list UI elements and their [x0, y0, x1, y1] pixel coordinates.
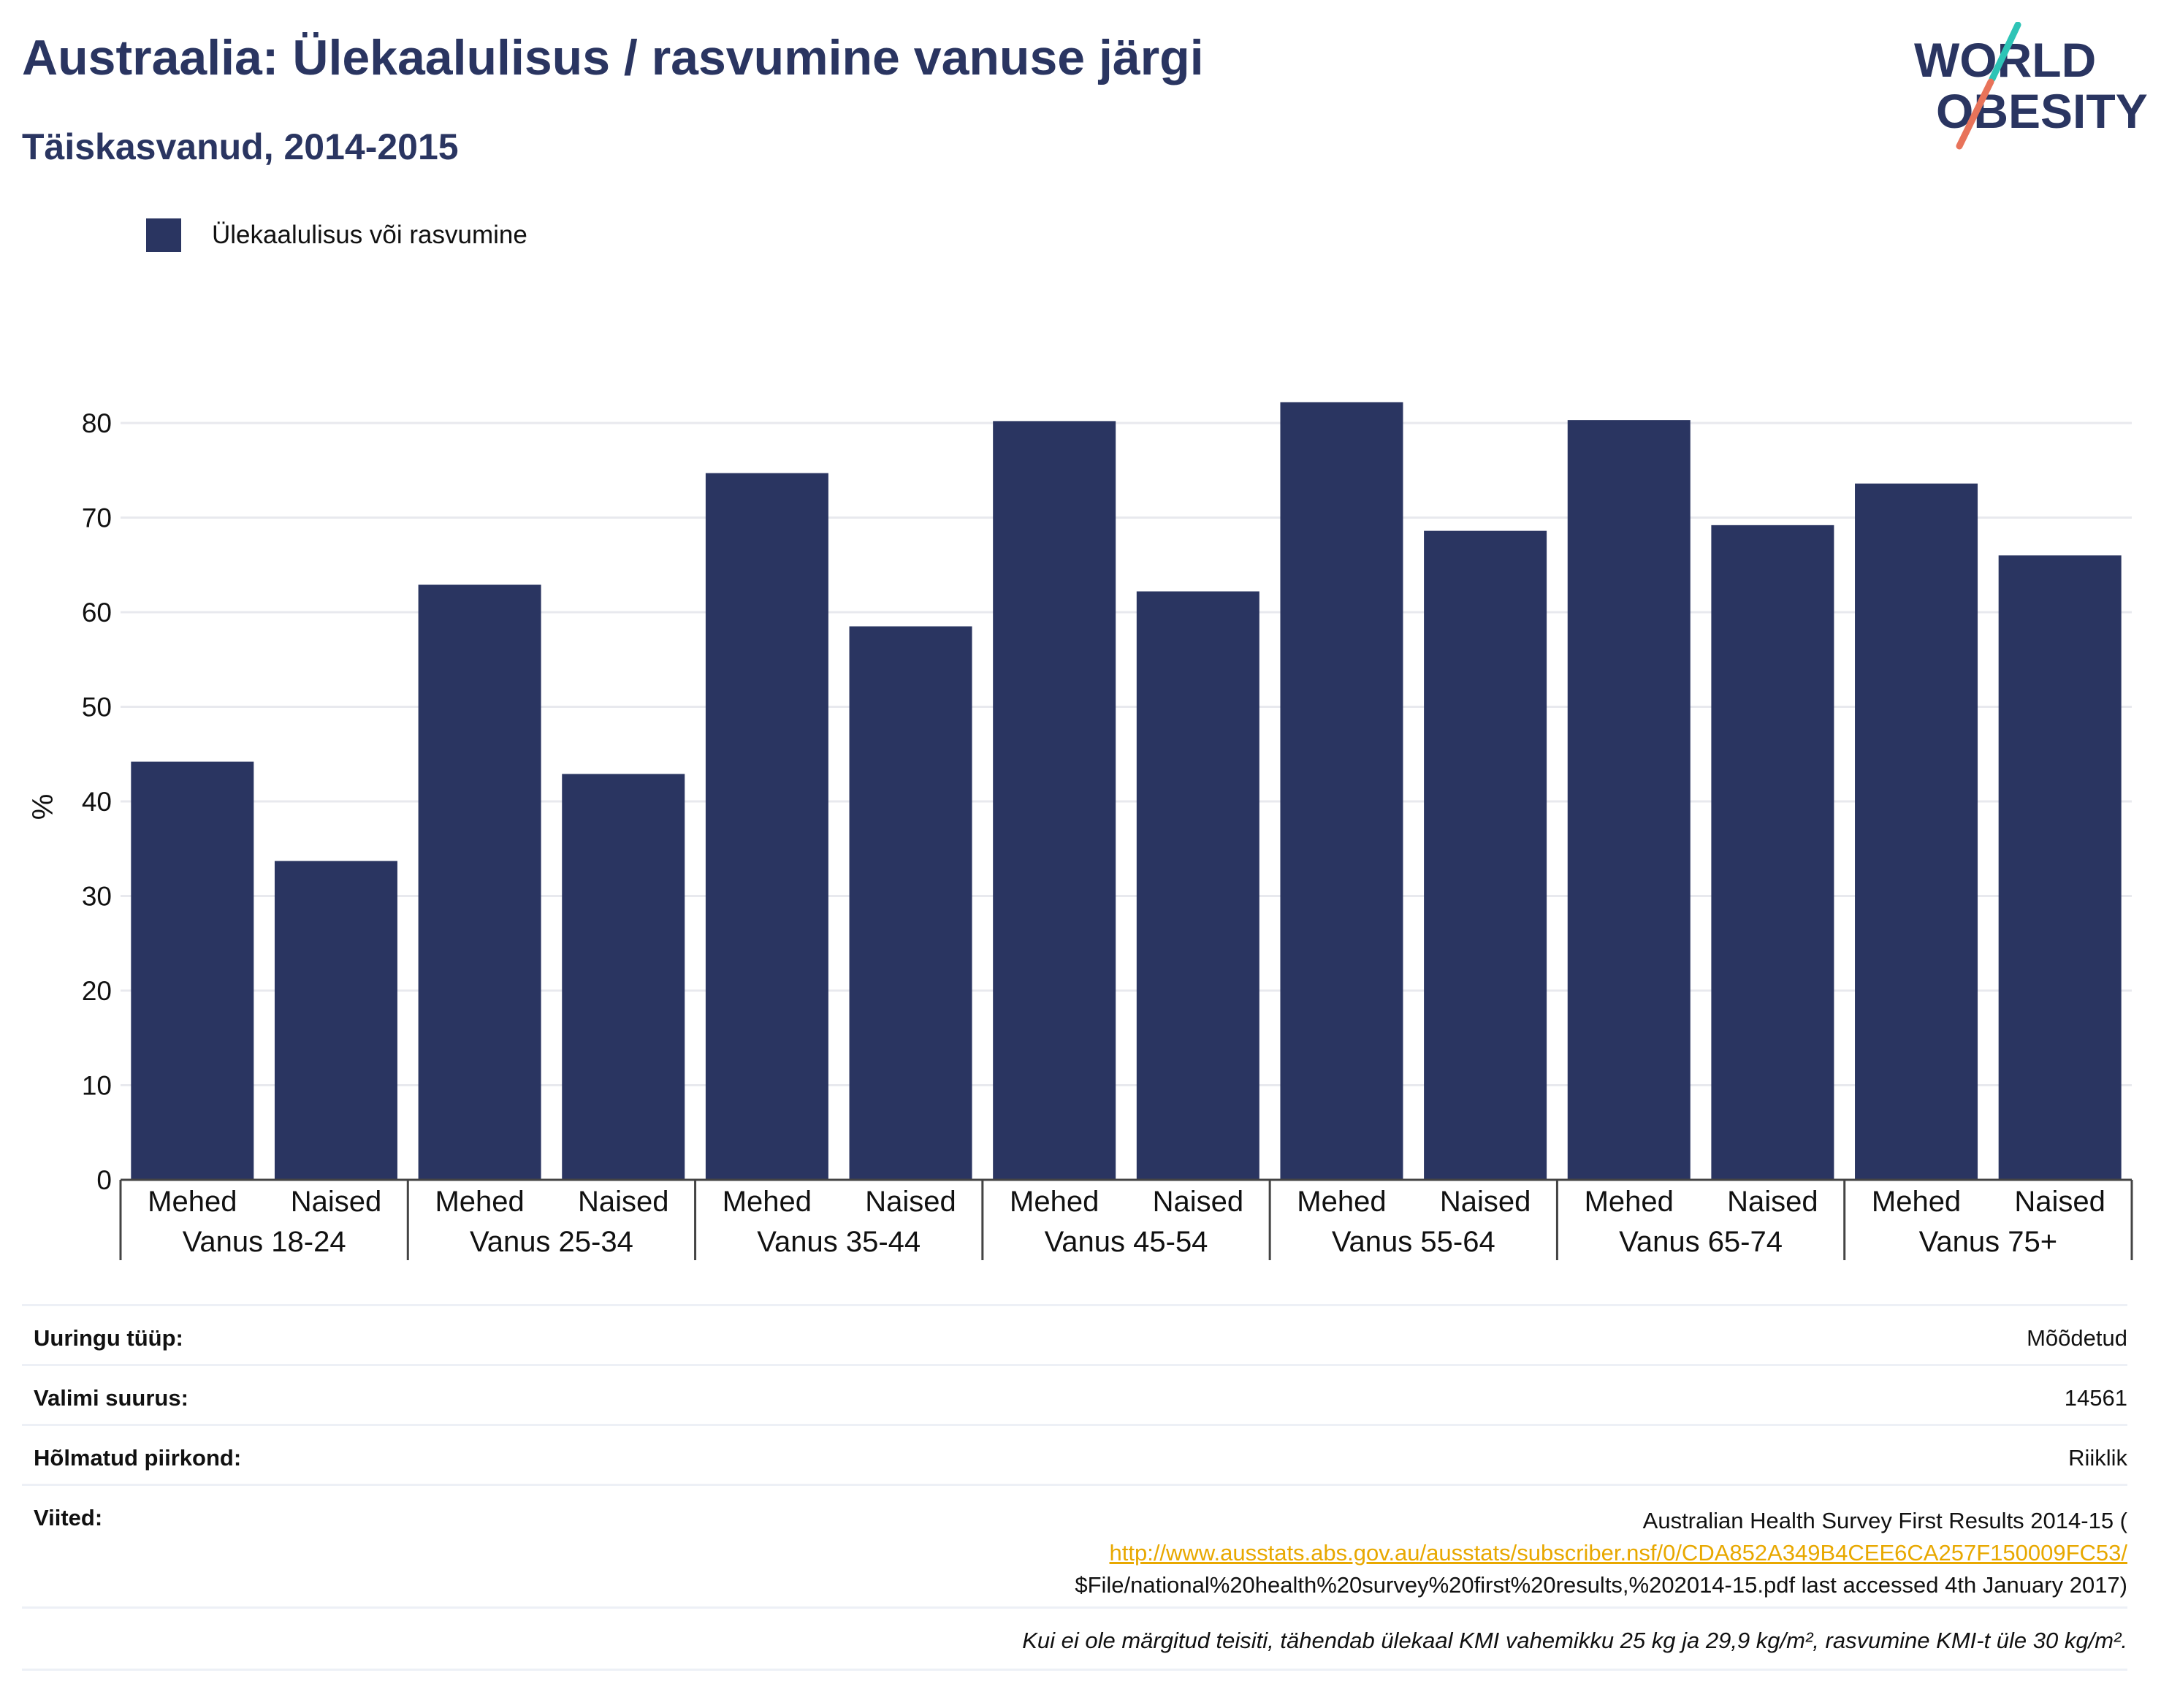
info-row-survey-type: Uuringu tüüp: Mõõdetud	[22, 1304, 2127, 1365]
bar	[1567, 420, 1691, 1180]
sample-size-label: Valimi suurus:	[34, 1385, 188, 1411]
bar	[1280, 402, 1403, 1180]
reference-line3: $File/national%20health%20survey%20first…	[1075, 1572, 2127, 1598]
survey-type-label: Uuringu tüüp:	[34, 1325, 183, 1351]
info-row-note: Kui ei ole märgitud teisiti, tähendab ül…	[22, 1606, 2127, 1671]
y-tick-label: 50	[82, 693, 112, 723]
y-tick-label: 70	[82, 503, 112, 533]
page-title: Austraalia: Ülekaalulisus / rasvumine va…	[22, 30, 1204, 85]
info-row-references: Viited: Australian Health Survey First R…	[22, 1484, 2127, 1609]
chart-legend: Ülekaalulisus või rasvumine	[146, 216, 527, 254]
group-label: Vanus 45-54	[1045, 1226, 1208, 1258]
logo-slash-coral	[1956, 78, 1994, 150]
reference-line1: Australian Health Survey First Results 2…	[1642, 1508, 2127, 1533]
group-label: Vanus 25-34	[470, 1226, 633, 1258]
x-tick-label: Naised	[1440, 1186, 1531, 1218]
area-label: Hõlmatud piirkond:	[34, 1445, 242, 1471]
y-axis-label: %	[27, 794, 59, 820]
bar	[131, 761, 254, 1180]
bar	[1424, 530, 1547, 1180]
bar	[849, 626, 972, 1180]
x-tick-label: Mehed	[1010, 1186, 1099, 1218]
y-tick-label: 30	[82, 882, 112, 912]
group-label: Vanus 18-24	[183, 1226, 346, 1258]
logo-slash-teal	[1989, 22, 2021, 83]
bar	[274, 861, 397, 1180]
bar	[705, 473, 828, 1180]
definition-note: Kui ei ole märgitud teisiti, tähendab ül…	[1022, 1628, 2127, 1653]
y-tick-label: 20	[82, 976, 112, 1006]
y-tick-label: 10	[82, 1071, 112, 1101]
x-tick-label: Naised	[291, 1186, 382, 1218]
group-label: Vanus 35-44	[757, 1226, 921, 1258]
x-tick-label: Mehed	[148, 1186, 237, 1218]
references-value: Australian Health Survey First Results 2…	[1075, 1505, 2127, 1601]
y-tick-label: 0	[96, 1165, 112, 1195]
x-tick-label: Mehed	[723, 1186, 812, 1218]
x-tick-label: Naised	[865, 1186, 956, 1218]
bar	[1711, 525, 1834, 1180]
reference-link[interactable]: http://www.ausstats.abs.gov.au/ausstats/…	[1109, 1540, 2128, 1566]
legend-swatch	[146, 218, 181, 252]
y-tick-label: 60	[82, 598, 112, 628]
bar	[993, 421, 1116, 1181]
world-obesity-logo: WORLD OBESITY	[1914, 22, 2148, 150]
group-label: Vanus 65-74	[1619, 1226, 1783, 1258]
x-tick-label: Naised	[1727, 1186, 1818, 1218]
logo-line1: WORLD	[1914, 33, 2096, 87]
x-tick-label: Naised	[578, 1186, 669, 1218]
area-value: Riiklik	[2068, 1445, 2127, 1471]
references-label: Viited:	[34, 1505, 103, 1530]
y-tick-label: 80	[82, 408, 112, 438]
info-row-area: Hõlmatud piirkond: Riiklik	[22, 1424, 2127, 1484]
bar	[418, 584, 541, 1180]
x-tick-label: Mehed	[1872, 1186, 1961, 1218]
y-tick-label: 40	[82, 787, 112, 817]
sample-size-value: 14561	[2064, 1385, 2127, 1411]
page-subtitle: Täiskasvanud, 2014-2015	[22, 126, 459, 167]
x-tick-label: Naised	[1153, 1186, 1244, 1218]
survey-type-value: Mõõdetud	[2027, 1325, 2127, 1351]
group-label: Vanus 55-64	[1332, 1226, 1495, 1258]
x-tick-label: Mehed	[1585, 1186, 1674, 1218]
legend-label: Ülekaalulisus või rasvumine	[212, 221, 527, 249]
x-tick-label: Mehed	[435, 1186, 524, 1218]
info-row-sample-size: Valimi suurus: 14561	[22, 1364, 2127, 1425]
x-tick-label: Mehed	[1297, 1186, 1386, 1218]
bar	[1855, 483, 1978, 1180]
bar-chart: 0 10 20 30 40 50 60 70 80% Mehed Naised Mehed Naised…	[27, 402, 2133, 1260]
bar	[562, 774, 685, 1180]
x-tick-label: Naised	[2014, 1186, 2105, 1218]
bar	[1136, 591, 1259, 1180]
group-label: Vanus 75+	[1919, 1226, 2057, 1258]
bar	[1998, 555, 2122, 1180]
